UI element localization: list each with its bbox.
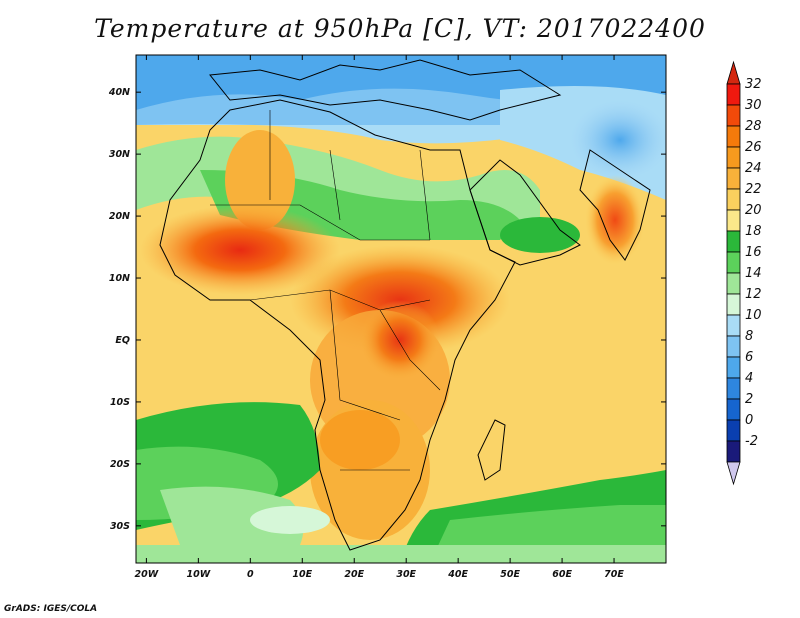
lat-tick-label: EQ	[115, 335, 130, 346]
lat-tick-label: 30S	[110, 521, 130, 532]
colorbar-label: 22	[745, 182, 762, 197]
grads-credit: GrADS: IGES/COLA	[4, 604, 98, 614]
colorbar-label: 0	[745, 413, 753, 428]
country-borders	[210, 110, 441, 471]
colorbar-label: 24	[745, 161, 762, 176]
lon-tick-label: 0	[247, 569, 254, 580]
longitude-axis: 20W 10W 0 10E 20E 30E 40E 50E 60E 70E	[135, 55, 624, 580]
colorbar-label: 20	[745, 203, 762, 218]
colorbar-swatch	[726, 209, 741, 232]
colorbar-label: 8	[745, 329, 753, 344]
colorbar-label: 30	[745, 98, 762, 113]
madagascar-coastline	[477, 419, 506, 481]
colorbar-swatch	[726, 83, 741, 106]
colorbar-swatch	[726, 398, 741, 421]
colorbar-swatch	[726, 251, 741, 274]
latitude-axis: 40N 30N 20N 10N EQ 10S 20S 30S	[108, 87, 666, 532]
lon-tick-label: 30E	[396, 569, 416, 580]
colorbar-bottom-arrow	[726, 461, 741, 486]
colorbar-swatch	[726, 188, 741, 211]
colorbar-swatch	[726, 440, 741, 463]
lon-tick-label: 20W	[135, 569, 159, 580]
lon-tick-label: 20E	[344, 569, 364, 580]
colorbar-label: 12	[745, 287, 762, 302]
colorbar-swatch	[726, 335, 741, 358]
map-frame	[135, 54, 667, 564]
map-title: Temperature at 950hPa [C], VT: 201702240…	[94, 14, 706, 43]
colorbar-label: 16	[745, 245, 762, 260]
lon-tick-label: 40E	[447, 569, 468, 580]
colorbar-label: -2	[745, 434, 758, 449]
colorbar-swatch	[726, 356, 741, 379]
colorbar-swatch	[726, 293, 741, 316]
colorbar-swatch	[726, 272, 741, 295]
lat-tick-label: 20S	[110, 459, 130, 470]
europe-coastline	[209, 59, 562, 121]
lon-tick-label: 60E	[552, 569, 572, 580]
arabia-coastline	[469, 159, 581, 266]
lat-tick-label: 40N	[108, 87, 130, 98]
colorbar-label: 10	[745, 308, 762, 323]
lat-tick-label: 30N	[109, 149, 130, 160]
india-coastline	[579, 149, 651, 261]
colorbar-swatch	[726, 104, 741, 127]
colorbar-swatch	[726, 230, 741, 253]
colorbar-swatch	[726, 377, 741, 400]
lon-tick-label: 50E	[500, 569, 520, 580]
lat-tick-label: 20N	[109, 211, 130, 222]
lon-tick-label: 10W	[187, 569, 211, 580]
lat-tick-label: 10S	[110, 397, 130, 408]
colorbar-label: 6	[745, 350, 753, 365]
lon-tick-label: 10E	[292, 569, 312, 580]
colorbar-label: 14	[745, 266, 762, 281]
temperature-field	[136, 55, 666, 563]
colorbar-swatch	[726, 314, 741, 337]
colorbar-label: 18	[745, 224, 762, 239]
colorbar-label: 4	[745, 371, 753, 386]
colorbar-label: 2	[745, 392, 753, 407]
colorbar-swatch	[726, 146, 741, 169]
colorbar-swatch	[726, 125, 741, 148]
colorbar-label: 26	[745, 140, 762, 155]
colorbar-label: 28	[745, 119, 762, 134]
africa-coastline	[159, 99, 516, 551]
colorbar-swatch	[726, 167, 741, 190]
coastline-outlines	[159, 59, 651, 551]
lon-tick-label: 70E	[604, 569, 624, 580]
colorbar-swatch	[726, 419, 741, 442]
lat-tick-label: 10N	[109, 273, 130, 284]
colorbar-label: 32	[745, 77, 762, 92]
colorbar-top-arrow	[726, 60, 741, 85]
